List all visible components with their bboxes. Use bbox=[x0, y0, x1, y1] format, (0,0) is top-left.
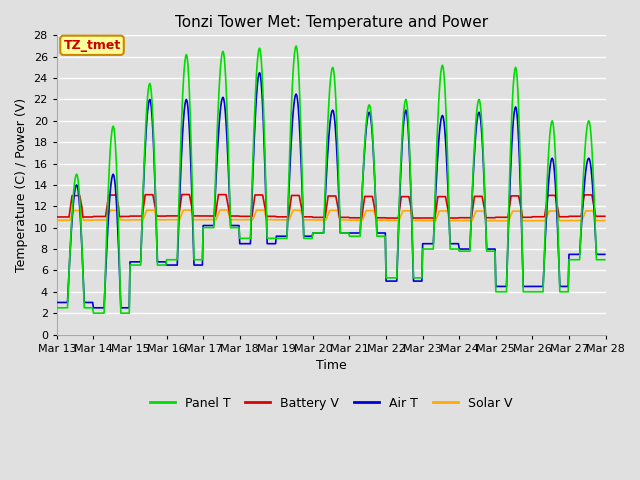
Panel T bbox=[292, 43, 300, 49]
Panel T bbox=[205, 225, 212, 230]
Solar V bbox=[601, 217, 609, 223]
Line: Air T: Air T bbox=[57, 73, 605, 308]
Air T bbox=[90, 305, 97, 311]
Battery V bbox=[399, 194, 406, 200]
Panel T bbox=[176, 179, 184, 184]
Air T bbox=[63, 300, 70, 305]
Y-axis label: Temperature (C) / Power (V): Temperature (C) / Power (V) bbox=[15, 98, 28, 272]
Text: TZ_tmet: TZ_tmet bbox=[63, 39, 121, 52]
Title: Tonzi Tower Met: Temperature and Power: Tonzi Tower Met: Temperature and Power bbox=[175, 15, 488, 30]
Line: Panel T: Panel T bbox=[57, 46, 605, 313]
Air T bbox=[601, 252, 609, 257]
Line: Battery V: Battery V bbox=[57, 194, 605, 218]
Battery V bbox=[205, 213, 212, 219]
Panel T bbox=[63, 305, 70, 311]
Panel T bbox=[53, 305, 61, 311]
Solar V bbox=[53, 217, 61, 223]
Legend: Panel T, Battery V, Air T, Solar V: Panel T, Battery V, Air T, Solar V bbox=[145, 392, 518, 415]
Solar V bbox=[398, 210, 406, 216]
Solar V bbox=[119, 217, 127, 223]
Solar V bbox=[217, 207, 225, 213]
Battery V bbox=[415, 215, 422, 221]
Air T bbox=[176, 199, 184, 204]
Air T bbox=[205, 223, 212, 228]
Battery V bbox=[179, 192, 186, 197]
Solar V bbox=[414, 217, 422, 223]
X-axis label: Time: Time bbox=[316, 359, 347, 372]
Panel T bbox=[399, 120, 406, 126]
Solar V bbox=[204, 217, 212, 223]
Battery V bbox=[601, 214, 609, 219]
Battery V bbox=[382, 215, 390, 221]
Air T bbox=[415, 278, 422, 284]
Panel T bbox=[120, 310, 128, 316]
Panel T bbox=[415, 275, 422, 281]
Line: Solar V: Solar V bbox=[57, 210, 605, 221]
Solar V bbox=[492, 218, 500, 224]
Air T bbox=[53, 300, 61, 305]
Air T bbox=[120, 305, 128, 311]
Panel T bbox=[601, 257, 609, 263]
Solar V bbox=[63, 217, 70, 223]
Solar V bbox=[175, 217, 182, 223]
Battery V bbox=[53, 214, 61, 220]
Panel T bbox=[90, 310, 97, 316]
Battery V bbox=[63, 214, 70, 220]
Battery V bbox=[175, 213, 182, 219]
Battery V bbox=[119, 214, 127, 219]
Air T bbox=[399, 130, 406, 136]
Air T bbox=[256, 70, 264, 76]
